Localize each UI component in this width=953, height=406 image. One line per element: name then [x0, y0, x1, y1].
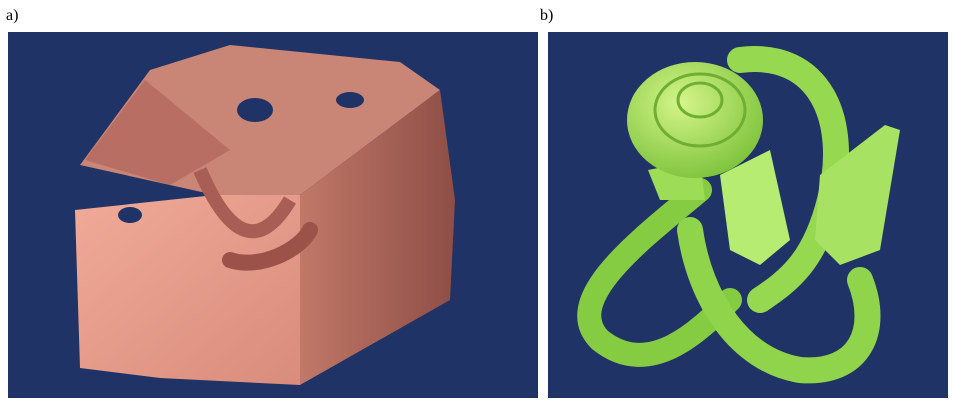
figure-svg: a) b): [0, 0, 953, 406]
panel-label: a): [6, 7, 18, 24]
panel-label: b): [540, 7, 553, 24]
figure: a) b): [0, 0, 953, 406]
panel-a: [8, 32, 538, 398]
pore: [118, 207, 142, 223]
pore: [237, 98, 273, 122]
pore: [336, 92, 364, 108]
panel-b: [548, 32, 948, 398]
